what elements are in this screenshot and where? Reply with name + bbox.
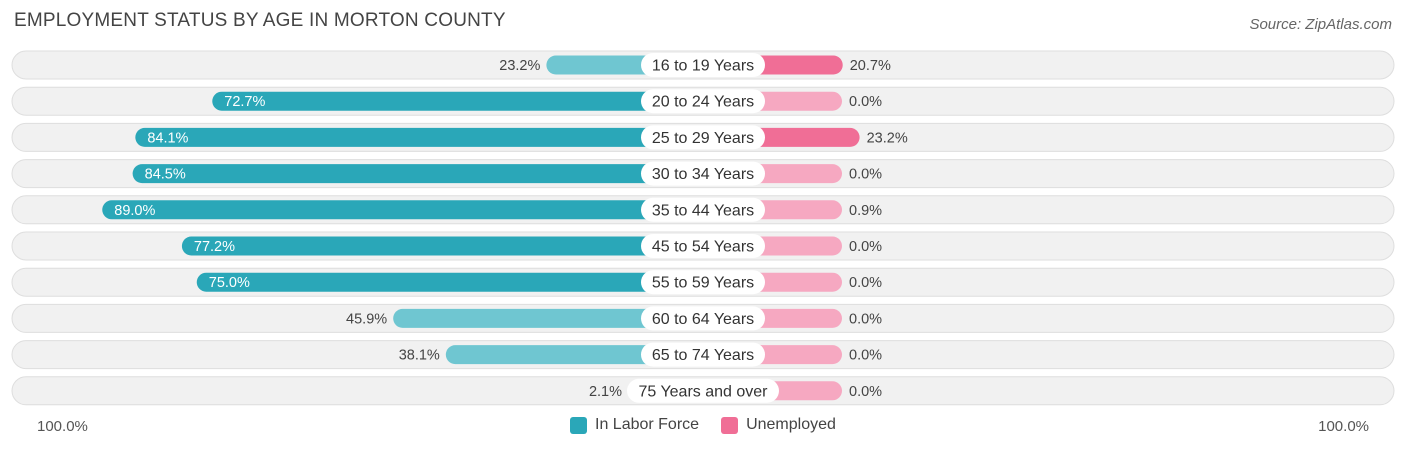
- bar-labor-force: [212, 91, 703, 111]
- bar-labor-force: [102, 200, 703, 220]
- value-label-labor-force: 89.0%: [114, 203, 155, 219]
- legend-label-labor: In Labor Force: [595, 416, 700, 433]
- category-label: 16 to 19 Years: [652, 58, 754, 75]
- legend-label-unemployed: Unemployed: [746, 416, 836, 433]
- category-label-pill: [641, 89, 765, 114]
- value-label-labor-force: 84.5%: [145, 167, 186, 183]
- value-label-unemployed: 0.0%: [849, 239, 882, 255]
- legend: In Labor Force Unemployed: [570, 416, 836, 434]
- value-label-unemployed: 20.7%: [850, 58, 891, 74]
- bar-labor-force: [132, 164, 703, 184]
- value-label-labor-force: 84.1%: [147, 130, 188, 146]
- category-label: 65 to 74 Years: [652, 347, 754, 364]
- value-label-unemployed: 0.0%: [849, 311, 882, 327]
- category-label: 25 to 29 Years: [652, 130, 754, 147]
- axis-right-label: 100.0%: [1318, 418, 1369, 435]
- value-label-unemployed: 0.0%: [849, 348, 882, 364]
- chart-title: EMPLOYMENT STATUS BY AGE IN MORTON COUNT…: [14, 10, 506, 31]
- legend-swatch-labor: [570, 416, 587, 434]
- category-label-pill: [641, 234, 765, 258]
- category-label-pill: [641, 342, 765, 367]
- value-label-unemployed: 23.2%: [867, 130, 908, 146]
- category-label: 20 to 24 Years: [652, 94, 754, 111]
- category-label-pill: [641, 306, 765, 331]
- bar-labor-force: [393, 308, 703, 328]
- value-label-labor-force: 72.7%: [224, 94, 265, 110]
- category-label-pill: [641, 161, 765, 186]
- category-label: 60 to 64 Years: [652, 311, 754, 328]
- bar-labor-force: [135, 127, 703, 147]
- value-label-unemployed: 0.9%: [849, 203, 882, 219]
- bar-labor-force: [445, 345, 703, 365]
- bar-labor-force: [196, 272, 703, 292]
- value-label-unemployed: 0.0%: [849, 94, 882, 110]
- value-label-unemployed: 0.0%: [849, 384, 882, 400]
- value-label-labor-force: 23.2%: [499, 58, 540, 74]
- category-label-pill: [627, 378, 779, 403]
- value-label-labor-force: 77.2%: [194, 239, 235, 255]
- category-label-pill: [641, 270, 765, 295]
- axis-left-label: 100.0%: [37, 418, 88, 435]
- source-label: Source: ZipAtlas.com: [1249, 16, 1392, 33]
- value-label-labor-force: 2.1%: [589, 384, 622, 400]
- value-label-labor-force: 75.0%: [209, 275, 250, 291]
- category-label: 30 to 34 Years: [652, 166, 754, 183]
- category-label-pill: [641, 197, 765, 222]
- value-label-unemployed: 0.0%: [849, 167, 882, 183]
- value-label-unemployed: 0.0%: [849, 275, 882, 291]
- legend-item-unemployed[interactable]: Unemployed: [721, 416, 836, 434]
- category-label: 45 to 54 Years: [652, 239, 754, 256]
- category-label: 35 to 44 Years: [652, 202, 754, 219]
- category-label-pill: [641, 53, 765, 77]
- category-label-pill: [641, 125, 765, 150]
- value-label-labor-force: 45.9%: [346, 311, 387, 327]
- category-label: 75 Years and over: [639, 383, 769, 400]
- category-label: 55 to 59 Years: [652, 275, 754, 292]
- legend-item-labor[interactable]: In Labor Force: [570, 416, 699, 434]
- bar-labor-force: [181, 236, 703, 256]
- value-label-labor-force: 38.1%: [399, 348, 440, 364]
- legend-swatch-unemployed: [721, 416, 739, 434]
